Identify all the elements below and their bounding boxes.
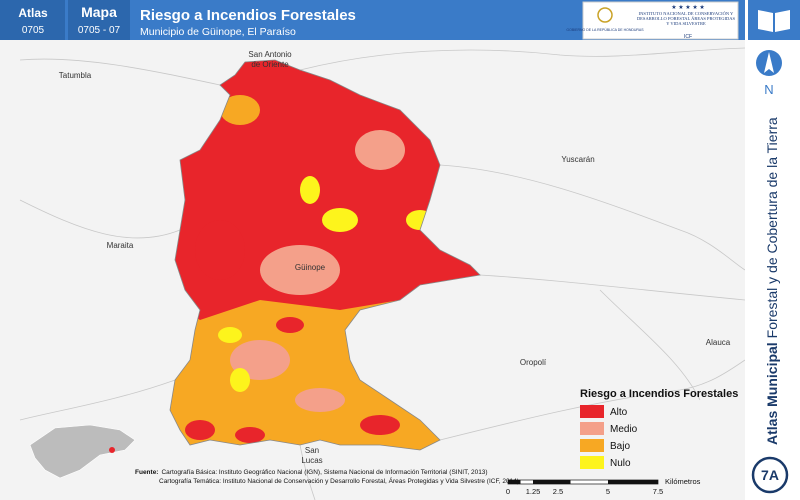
legend-swatch [580, 405, 604, 418]
scale-label: 7.5 [653, 487, 663, 496]
map-label: Mapa [81, 4, 117, 20]
logo-left-text: GOBIERNO DE LA REPÚBLICA DE HONDURAS [566, 28, 644, 32]
logo-right: INSTITUTO NACIONAL DE CONSERVACIÓN Y DES… [636, 11, 736, 26]
place-label: Yuscarán [561, 155, 594, 164]
source-line1: Cartografía Básica: Instituto Geográfico… [161, 469, 487, 476]
scale-segment [533, 480, 571, 484]
atlas-label: Atlas [18, 6, 48, 20]
boundaries [19, 47, 746, 500]
scale-bar: Kilómetros 0 1.25 2.5 5 7.5 [506, 477, 701, 496]
place-label: San [305, 446, 319, 455]
book-icon [758, 10, 790, 32]
place-label: Maraita [107, 241, 134, 250]
place-label: de Oriente [251, 60, 289, 69]
scale-segment [508, 480, 521, 484]
source-label: Fuente: [135, 469, 158, 476]
map-code: 0705 - 07 [78, 25, 121, 36]
series-title: Atlas Municipal Forestal y de Cobertura d… [764, 117, 780, 445]
atlas-code: 0705 [22, 25, 45, 36]
series-rest: Forestal y de Cobertura de la Tierra [764, 117, 780, 338]
north-arrow [764, 52, 774, 73]
logo-emblem [597, 7, 613, 23]
sidebar [745, 0, 800, 500]
map-box [68, 0, 130, 40]
map-subtitle: Municipio de Güinope, El Paraíso [140, 26, 296, 38]
badge-label: 7A [761, 467, 779, 483]
logo-right-text: INSTITUTO NACIONAL DE CONSERVACIÓN Y DES… [636, 11, 736, 26]
scale-segment [608, 480, 658, 484]
scale-label: 5 [606, 487, 610, 496]
badge-circle [751, 456, 789, 494]
north-label: N [764, 82, 773, 97]
legend-swatch [580, 422, 604, 435]
source: Fuente: Cartografía Básica: Instituto Geo… [135, 469, 488, 476]
legend-title: Riesgo a Incendios Forestales [580, 388, 738, 400]
map-title: Riesgo a Incendios Forestales [140, 7, 356, 24]
legend: Riesgo a Incendios Forestales Alto Medio B… [580, 388, 738, 469]
legend-label: Alto [610, 407, 628, 418]
series-bold: Atlas Municipal [764, 342, 780, 445]
legend-label: Medio [610, 424, 638, 435]
inset-location [109, 447, 115, 453]
place-label: Oropolí [520, 358, 547, 367]
legend-label: Nulo [610, 458, 631, 469]
legend-swatch [580, 439, 604, 452]
place-label: Tatumbla [59, 71, 92, 80]
scale-label: 0 [506, 487, 510, 496]
legend-label: Bajo [610, 441, 630, 452]
place-label: San Antonio [248, 50, 292, 59]
place-label: Güinope [295, 263, 326, 272]
scale-unit: Kilómetros [665, 477, 701, 486]
atlas-icon-box [748, 0, 800, 40]
place-label: Alauca [706, 338, 731, 347]
source-line2: Cartografía Temática: Instituto Nacional… [159, 476, 519, 485]
logo-acronym: ICF [684, 34, 692, 40]
scale-label: 1.25 [526, 487, 541, 496]
scale-label: 2.5 [553, 487, 563, 496]
municipality-outline [169, 59, 481, 451]
legend-swatch [580, 456, 604, 469]
place-label: Lucas [301, 456, 322, 465]
logo-stars: ★ ★ ★ ★ ★ [671, 4, 705, 11]
atlas-box [0, 0, 65, 40]
